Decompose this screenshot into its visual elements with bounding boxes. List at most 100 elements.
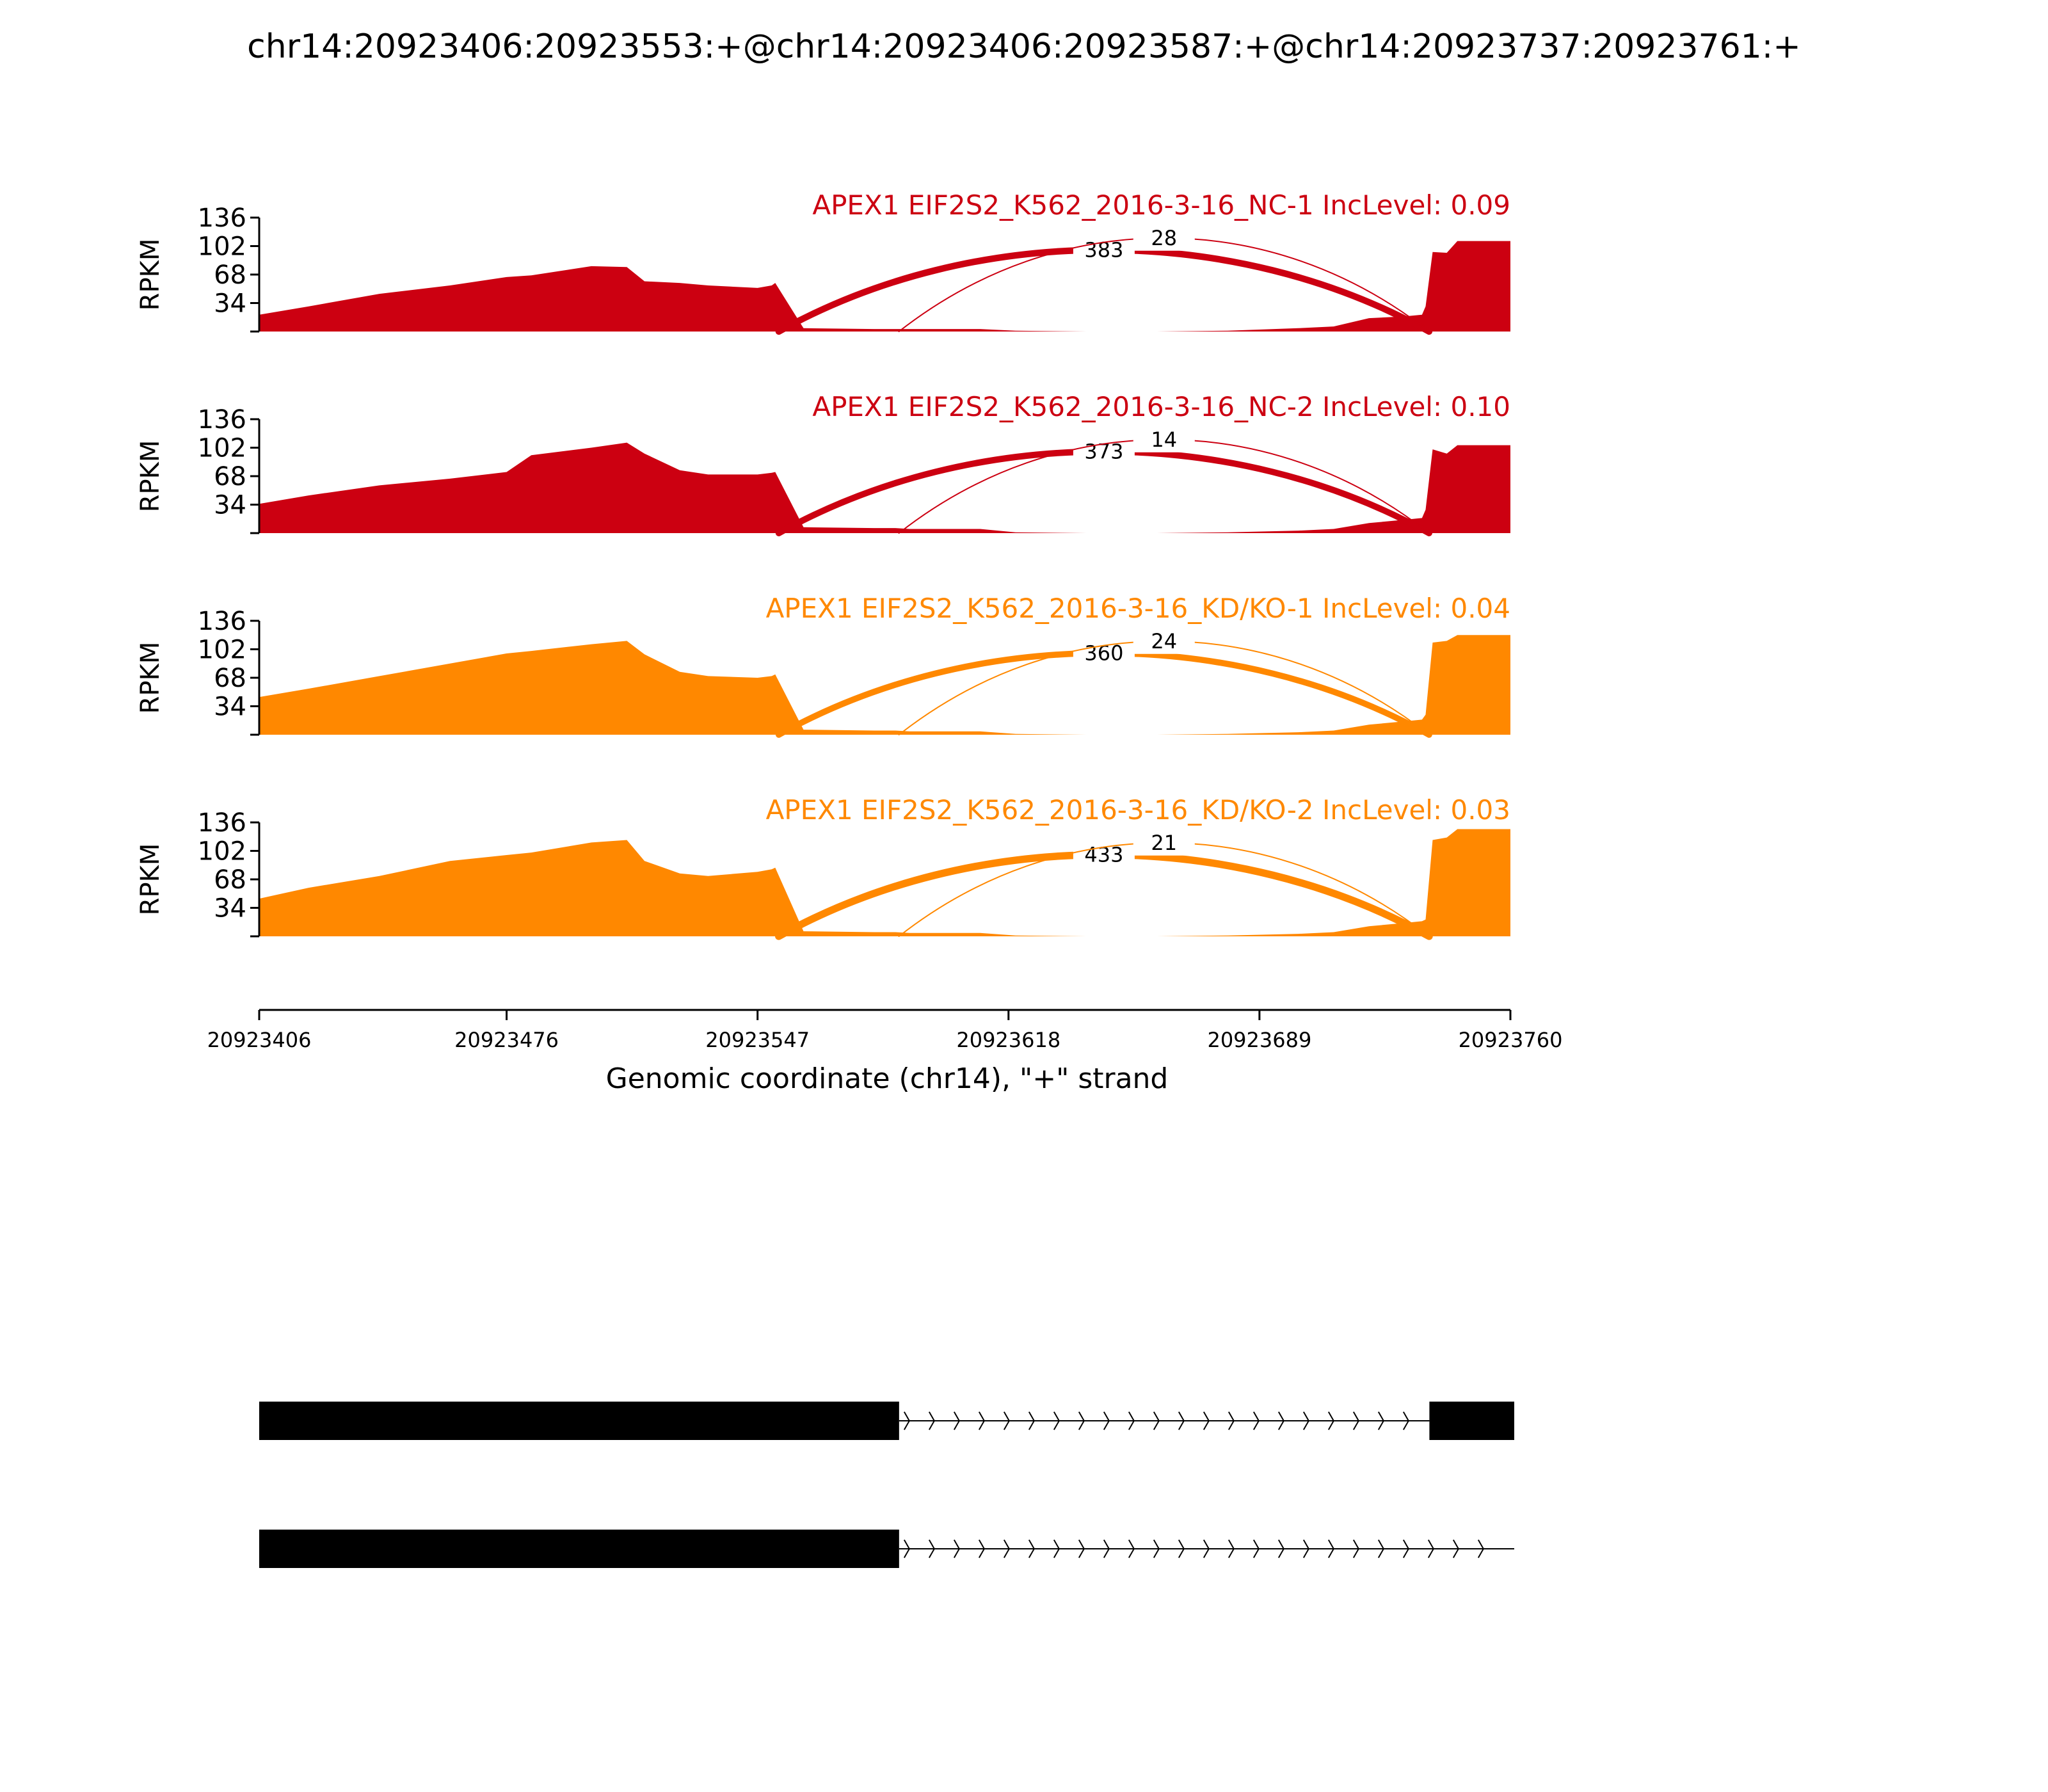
y-tick-label: 68	[214, 260, 246, 290]
transcript-models	[259, 1402, 1514, 1568]
junction-count: 24	[1151, 629, 1177, 653]
strand-arrow	[1003, 1411, 1010, 1430]
strand-arrow	[928, 1411, 935, 1430]
junction-count: 373	[1084, 440, 1123, 464]
y-tick-label: 34	[214, 491, 246, 520]
sample-label: APEX1 EIF2S2_K562_2016-3-16_KD/KO-1 IncL…	[766, 593, 1510, 624]
junction-count: 28	[1151, 226, 1177, 250]
strand-arrow	[1452, 1539, 1459, 1558]
strand-arrow	[1228, 1411, 1235, 1430]
exon-block	[259, 1530, 899, 1568]
y-tick-label: 136	[198, 607, 246, 636]
strand-arrow	[1003, 1539, 1010, 1558]
strand-arrow	[1053, 1411, 1060, 1430]
strand-arrow	[1477, 1539, 1484, 1558]
strand-arrow	[1302, 1411, 1309, 1430]
strand-arrow	[1252, 1411, 1260, 1430]
y-axis-label: RPKM	[136, 239, 165, 311]
x-tick-label: 20923476	[454, 1028, 559, 1052]
x-tick-label: 20923618	[956, 1028, 1060, 1052]
strand-arrow	[1228, 1539, 1235, 1558]
strand-arrow	[1377, 1539, 1384, 1558]
junction-count-background	[1133, 225, 1195, 251]
strand-arrow	[1128, 1411, 1135, 1430]
strand-arrow	[1103, 1411, 1110, 1430]
strand-arrow	[1128, 1539, 1135, 1558]
y-tick-label: 102	[198, 434, 246, 463]
junction-count-background	[1073, 842, 1135, 868]
strand-arrow	[1352, 1411, 1359, 1430]
junction-count-background	[1133, 628, 1195, 654]
strand-arrow	[1252, 1539, 1260, 1558]
coverage-area	[259, 241, 1510, 332]
strand-arrow	[1302, 1539, 1309, 1558]
exon-block	[1429, 1402, 1514, 1440]
x-tick-label: 20923406	[207, 1028, 312, 1052]
x-tick-label: 20923547	[705, 1028, 810, 1052]
strand-arrow	[1078, 1539, 1085, 1558]
strand-arrow	[928, 1539, 935, 1558]
y-axis-label: RPKM	[136, 844, 165, 916]
junction-count-background	[1073, 640, 1135, 666]
figure-title: chr14:20923406:20923553:+@chr14:20923406…	[247, 28, 1801, 66]
transcript	[259, 1530, 1514, 1568]
junction-count-background	[1133, 829, 1195, 856]
y-axis-label: RPKM	[136, 642, 165, 714]
strand-arrow	[1203, 1411, 1210, 1430]
strand-arrow	[1277, 1411, 1284, 1430]
y-tick-label: 102	[198, 837, 246, 867]
strand-arrow	[903, 1539, 910, 1558]
y-tick-label: 34	[214, 289, 246, 319]
junction-count: 433	[1084, 843, 1123, 867]
y-tick-label: 68	[214, 462, 246, 492]
y-tick-label: 136	[198, 808, 246, 838]
x-tick-label: 20923689	[1207, 1028, 1311, 1052]
strand-arrow	[1402, 1411, 1409, 1430]
strand-arrow	[978, 1539, 985, 1558]
strand-arrow	[978, 1411, 985, 1430]
strand-arrow	[1327, 1539, 1334, 1558]
strand-arrow	[953, 1539, 960, 1558]
junction-count-background	[1073, 237, 1135, 263]
y-tick-label: 34	[214, 894, 246, 924]
exon-block	[259, 1402, 899, 1440]
junction-count: 14	[1151, 428, 1177, 452]
strand-arrow	[1203, 1539, 1210, 1558]
strand-arrow	[1153, 1539, 1160, 1558]
y-tick-label: 34	[214, 692, 246, 722]
sample-label: APEX1 EIF2S2_K562_2016-3-16_NC-1 IncLeve…	[812, 189, 1510, 221]
junction-count-background	[1073, 438, 1135, 465]
strand-arrow	[1352, 1539, 1359, 1558]
coverage-area	[259, 829, 1510, 936]
x-tick-label: 20923760	[1459, 1028, 1563, 1052]
y-tick-label: 68	[214, 664, 246, 693]
strand-arrow	[1028, 1411, 1035, 1430]
strand-arrow	[1178, 1539, 1185, 1558]
sample-label: APEX1 EIF2S2_K562_2016-3-16_KD/KO-2 IncL…	[766, 794, 1510, 826]
y-tick-label: 136	[198, 204, 246, 233]
y-tick-label: 68	[214, 865, 246, 895]
strand-arrow	[1078, 1411, 1085, 1430]
strand-arrow	[1103, 1539, 1110, 1558]
strand-arrow	[953, 1411, 960, 1430]
x-axis-label: Genomic coordinate (chr14), "+" strand	[606, 1062, 1169, 1095]
transcript	[259, 1402, 1514, 1440]
junction-count: 21	[1151, 831, 1177, 855]
y-axis-label: RPKM	[136, 440, 165, 513]
coverage-area	[259, 442, 1510, 533]
strand-arrow	[1402, 1539, 1409, 1558]
strand-arrow	[1028, 1539, 1035, 1558]
junction-count-background	[1133, 426, 1195, 452]
y-tick-label: 102	[198, 636, 246, 665]
junction-count: 360	[1084, 641, 1123, 666]
strand-arrow	[1178, 1411, 1185, 1430]
x-axis: 20923406 20923476 20923547 20923618 20923689…	[207, 1009, 1563, 1052]
y-tick-label: 136	[198, 405, 246, 435]
strand-arrow	[1277, 1539, 1284, 1558]
